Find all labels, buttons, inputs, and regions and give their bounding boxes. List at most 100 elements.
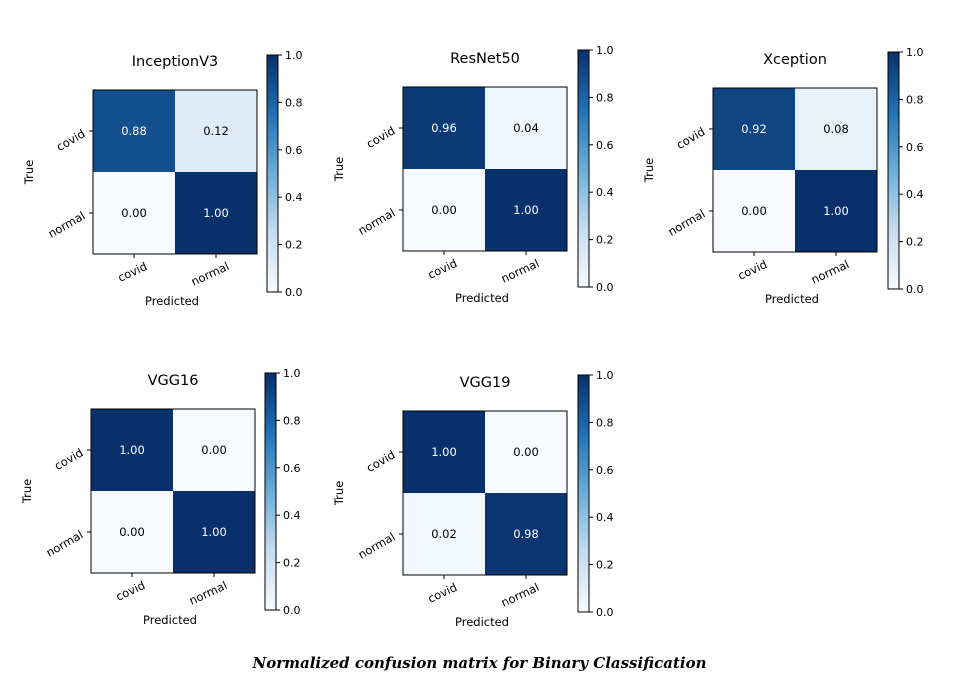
y-tick-label: normal xyxy=(46,208,88,240)
heatmap-cell xyxy=(93,172,175,254)
cell-value-label: 1.00 xyxy=(513,203,539,217)
y-axis-label: True xyxy=(332,481,346,506)
cell-value-label: 0.04 xyxy=(513,121,539,135)
heatmap-cell xyxy=(713,170,795,252)
chart-title: ResNet50 xyxy=(450,51,520,67)
heatmap-cell xyxy=(485,87,567,169)
colorbar-tick-label: 0.6 xyxy=(596,139,614,152)
x-tick-label: covid xyxy=(114,578,148,604)
y-tick-label: covid xyxy=(674,124,708,151)
confusion-matrix-panel: 1.00 0.00 0.02 0.98 VGG19 covid normal covid nor… xyxy=(332,369,614,629)
chart-title: VGG19 xyxy=(460,375,511,391)
colorbar-tick-label: 0.8 xyxy=(596,91,614,104)
colorbar xyxy=(577,49,590,288)
y-tick-label: normal xyxy=(356,529,398,561)
colorbar-tick-label: 1.0 xyxy=(283,367,301,380)
x-tick-label: covid xyxy=(426,256,460,282)
x-tick-label: normal xyxy=(809,257,851,287)
cell-value-label: 1.00 xyxy=(203,206,229,220)
heatmap-cell xyxy=(795,88,877,170)
panels-group: 0.88 0.12 0.00 1.00 InceptionV3 covid normal co… xyxy=(20,44,924,629)
cell-value-label: 0.92 xyxy=(741,122,767,136)
colorbar-tick-label: 0.0 xyxy=(285,286,303,299)
heatmap-cell xyxy=(173,491,255,573)
colorbar-tick-label: 0.8 xyxy=(596,416,614,429)
cell-value-label: 0.00 xyxy=(741,204,767,218)
y-tick-label: covid xyxy=(364,123,398,150)
x-axis-label: Predicted xyxy=(455,615,509,629)
colorbar-tick-label: 0.8 xyxy=(283,414,301,427)
colorbar-tick-label: 1.0 xyxy=(906,46,924,59)
colorbar-tick-label: 1.0 xyxy=(285,49,303,62)
colorbar-tick-label: 0.2 xyxy=(285,239,303,252)
x-tick-label: normal xyxy=(187,578,229,608)
cell-value-label: 1.00 xyxy=(823,204,849,218)
x-axis-label: Predicted xyxy=(765,292,819,306)
confusion-matrix-panel: 0.96 0.04 0.00 1.00 ResNet50 covid normal covid… xyxy=(332,44,614,305)
y-axis-label: True xyxy=(642,158,656,183)
cell-value-label: 0.00 xyxy=(431,203,457,217)
heatmap-cell xyxy=(713,88,795,170)
colorbar xyxy=(577,374,590,613)
heatmap-cell xyxy=(173,409,255,491)
x-tick-label: normal xyxy=(499,580,541,610)
heatmap-cell xyxy=(403,411,485,493)
colorbar-tick-label: 0.0 xyxy=(596,606,614,619)
heatmap-frame xyxy=(712,87,878,253)
heatmap-cell xyxy=(175,90,257,172)
heatmap-cell xyxy=(485,169,567,251)
x-tick-label: covid xyxy=(116,259,150,285)
x-tick-label: covid xyxy=(736,257,770,283)
cell-value-label: 0.88 xyxy=(121,124,147,138)
colorbar xyxy=(266,54,279,293)
colorbar-tick-label: 0.0 xyxy=(596,281,614,294)
heatmap-frame xyxy=(402,410,568,576)
y-tick-label: normal xyxy=(356,205,398,237)
heatmap-cell xyxy=(91,491,173,573)
chart-title: VGG16 xyxy=(148,373,199,389)
colorbar xyxy=(887,51,900,290)
colorbar-tick-label: 0.8 xyxy=(906,93,924,106)
x-tick-label: normal xyxy=(189,259,231,289)
colorbar-tick-label: 0.2 xyxy=(596,234,614,247)
x-axis-label: Predicted xyxy=(143,613,197,627)
chart-title: Xception xyxy=(763,52,827,68)
y-tick-label: covid xyxy=(54,126,88,153)
colorbar-tick-label: 0.2 xyxy=(283,557,301,570)
colorbar-tick-label: 0.0 xyxy=(283,604,301,617)
heatmap-frame xyxy=(402,86,568,252)
colorbar-tick-label: 0.0 xyxy=(906,283,924,296)
cell-value-label: 0.98 xyxy=(513,527,539,541)
cell-value-label: 0.00 xyxy=(121,206,147,220)
colorbar-tick-label: 0.4 xyxy=(285,191,303,204)
figure-caption: Normalized confusion matrix for Binary C… xyxy=(252,654,707,672)
x-axis-label: Predicted xyxy=(145,294,199,308)
chart-title: InceptionV3 xyxy=(132,54,218,70)
x-tick-label: covid xyxy=(426,580,460,606)
x-tick-label: normal xyxy=(499,256,541,286)
confusion-matrix-panel: 0.88 0.12 0.00 1.00 InceptionV3 covid normal co… xyxy=(22,49,303,308)
colorbar-tick-label: 0.4 xyxy=(596,186,614,199)
confusion-matrix-panel: 0.92 0.08 0.00 1.00 Xception covid normal covid… xyxy=(642,46,924,306)
colorbar-tick-label: 1.0 xyxy=(596,44,614,57)
colorbar-tick-label: 0.6 xyxy=(596,464,614,477)
colorbar-tick-label: 0.4 xyxy=(906,188,924,201)
heatmap-cell xyxy=(91,409,173,491)
colorbar-tick-label: 1.0 xyxy=(596,369,614,382)
heatmap-cell xyxy=(403,493,485,575)
colorbar-tick-label: 0.4 xyxy=(596,511,614,524)
colorbar xyxy=(264,372,277,611)
y-tick-label: normal xyxy=(666,206,708,238)
cell-value-label: 1.00 xyxy=(201,525,227,539)
cell-value-label: 0.00 xyxy=(513,445,539,459)
cell-value-label: 0.00 xyxy=(201,443,227,457)
heatmap-cell xyxy=(485,411,567,493)
heatmap-frame xyxy=(90,408,256,574)
colorbar-tick-label: 0.8 xyxy=(285,96,303,109)
heatmap-cell xyxy=(93,90,175,172)
cell-value-label: 0.12 xyxy=(203,124,229,138)
cell-value-label: 1.00 xyxy=(119,443,145,457)
confusion-matrix-panel: 1.00 0.00 0.00 1.00 VGG16 covid normal covid nor… xyxy=(20,367,301,627)
y-axis-label: True xyxy=(20,479,34,504)
